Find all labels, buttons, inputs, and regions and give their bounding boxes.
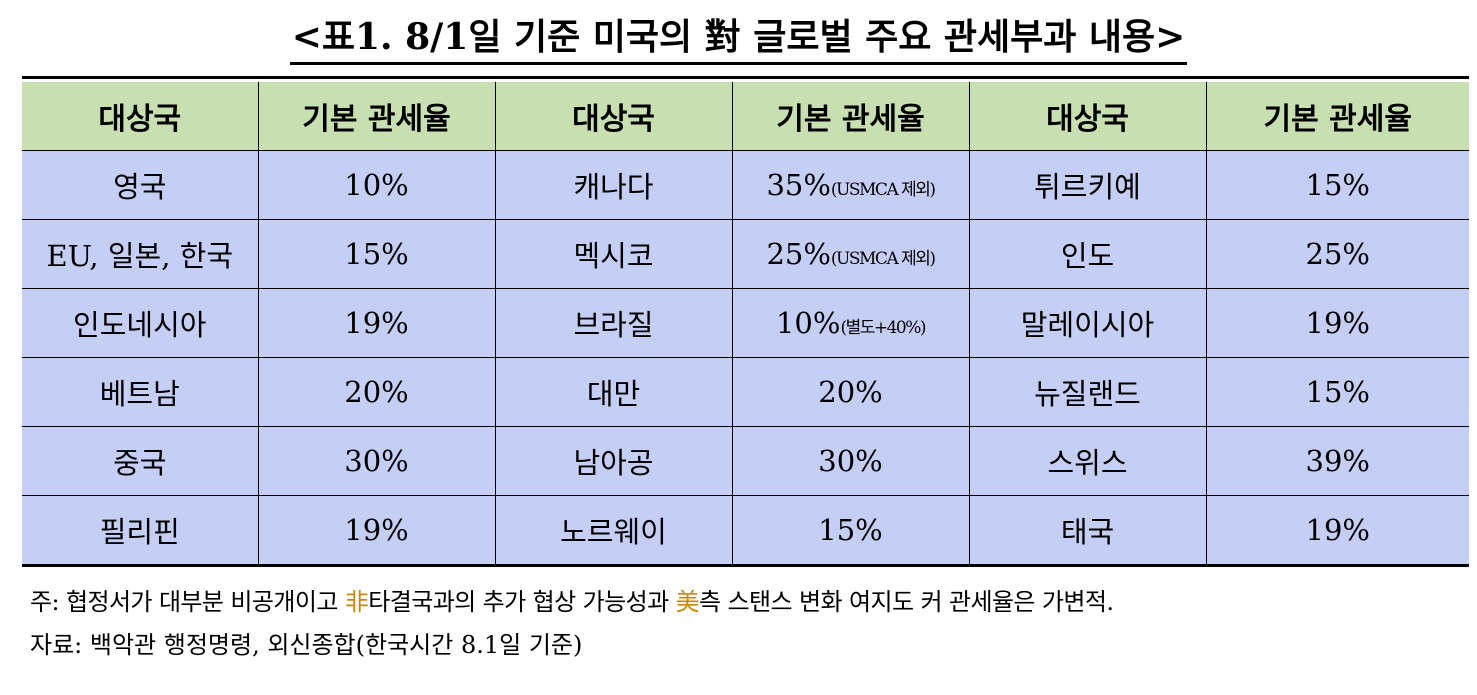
rate-value: 25% (1305, 237, 1370, 271)
header-rate-1: 기본 관세율 (257, 82, 496, 151)
rate-value: 15% (1305, 168, 1370, 202)
rate-value: 30% (818, 444, 883, 478)
footnote-text-2: 타결국과의 추가 협상 가능성과 (368, 588, 676, 616)
rate-value: 30% (344, 444, 409, 478)
rate-cell: 15% (257, 219, 496, 289)
header-rate-2: 기본 관세율 (731, 82, 970, 151)
header-country-2: 대상국 (494, 82, 733, 151)
rate-value: 19% (344, 306, 409, 340)
rate-value: 19% (344, 513, 409, 547)
table-row: 베트남 20% 대만 20% 뉴질랜드 15% (22, 357, 1469, 427)
rate-cell: 35%(USMCA 제외) (731, 150, 970, 220)
rate-value: 10% (344, 168, 409, 202)
rate-cell: 39% (1205, 426, 1469, 496)
country-cell: 브라질 (494, 288, 733, 358)
rate-note: (별도+40%) (840, 318, 926, 338)
rate-value: 20% (344, 375, 409, 409)
rate-value: 10% (775, 306, 841, 340)
footnote-text-3: 측 스탠스 변화 여지도 커 관세율은 가변적. (699, 588, 1114, 616)
country-cell: 멕시코 (494, 219, 733, 289)
tariff-table: 대상국 기본 관세율 대상국 기본 관세율 대상국 기본 관세율 영국 10% … (22, 82, 1469, 564)
footnote-hanja-2: 美 (675, 588, 700, 616)
country-cell: 말레이시아 (968, 288, 1207, 358)
country-cell: 노르웨이 (494, 495, 733, 564)
rate-cell: 19% (1205, 288, 1469, 358)
table-title: <표1. 8/1일 기준 미국의 對 글로벌 주요 관세부과 내용> (289, 14, 1188, 65)
rate-value: 25% (766, 237, 831, 271)
header-row: 대상국 기본 관세율 대상국 기본 관세율 대상국 기본 관세율 (22, 82, 1469, 151)
rate-cell: 15% (1205, 150, 1469, 220)
rate-cell: 25% (1205, 219, 1469, 289)
header-rate-3: 기본 관세율 (1205, 82, 1469, 151)
rate-value: 19% (1305, 306, 1370, 340)
rate-note: (USMCA 제외) (830, 249, 936, 269)
rate-value: 39% (1305, 444, 1370, 478)
rate-cell: 15% (731, 495, 970, 564)
country-cell: 필리핀 (22, 495, 259, 564)
rate-cell: 15% (1205, 357, 1469, 427)
rate-value: 15% (344, 237, 409, 271)
country-cell: EU, 일본, 한국 (22, 219, 259, 289)
table-row: 영국 10% 캐나다 35%(USMCA 제외) 튀르키예 15% (22, 150, 1469, 220)
header-country-3: 대상국 (968, 82, 1207, 151)
header-country-1: 대상국 (22, 82, 259, 151)
rate-cell: 19% (257, 288, 496, 358)
country-cell: 중국 (22, 426, 259, 496)
rate-value: 35% (766, 168, 831, 202)
title-container: <표1. 8/1일 기준 미국의 對 글로벌 주요 관세부과 내용> (0, 14, 1477, 65)
table-row: EU, 일본, 한국 15% 멕시코 25%(USMCA 제외) 인도 25% (22, 219, 1469, 289)
country-cell: 스위스 (968, 426, 1207, 496)
rate-cell: 25%(USMCA 제외) (731, 219, 970, 289)
footnote: 주: 협정서가 대부분 비공개이고 非타결국과의 추가 협상 가능성과 美측 스… (30, 587, 1114, 617)
rate-cell: 10%(별도+40%) (731, 288, 970, 358)
rate-cell: 30% (731, 426, 970, 496)
rate-cell: 30% (257, 426, 496, 496)
rate-value: 15% (1305, 375, 1370, 409)
country-cell: 인도 (968, 219, 1207, 289)
rate-value: 20% (818, 375, 883, 409)
table-row: 필리핀 19% 노르웨이 15% 태국 19% (22, 495, 1469, 564)
tariff-table-container: 대상국 기본 관세율 대상국 기본 관세율 대상국 기본 관세율 영국 10% … (22, 76, 1469, 567)
country-cell: 남아공 (494, 426, 733, 496)
source-note: 자료: 백악관 행정명령, 외신종합(한국시간 8.1일 기준) (30, 631, 583, 659)
country-cell: 대만 (494, 357, 733, 427)
country-cell: 태국 (968, 495, 1207, 564)
rate-cell: 19% (257, 495, 496, 564)
country-cell: 튀르키예 (968, 150, 1207, 220)
rate-value: 15% (818, 513, 883, 547)
table-row: 중국 30% 남아공 30% 스위스 39% (22, 426, 1469, 496)
footnote-text-1: 주: 협정서가 대부분 비공개이고 (30, 588, 345, 616)
rate-cell: 20% (731, 357, 970, 427)
table-row: 인도네시아 19% 브라질 10%(별도+40%) 말레이시아 19% (22, 288, 1469, 358)
country-cell: 베트남 (22, 357, 259, 427)
country-cell: 캐나다 (494, 150, 733, 220)
rate-cell: 19% (1205, 495, 1469, 564)
country-cell: 영국 (22, 150, 259, 220)
rate-value: 19% (1305, 513, 1370, 547)
rate-cell: 10% (257, 150, 496, 220)
country-cell: 뉴질랜드 (968, 357, 1207, 427)
rate-note: (USMCA 제외) (830, 180, 936, 200)
rate-cell: 20% (257, 357, 496, 427)
footnote-hanja-1: 非 (344, 588, 369, 616)
country-cell: 인도네시아 (22, 288, 259, 358)
